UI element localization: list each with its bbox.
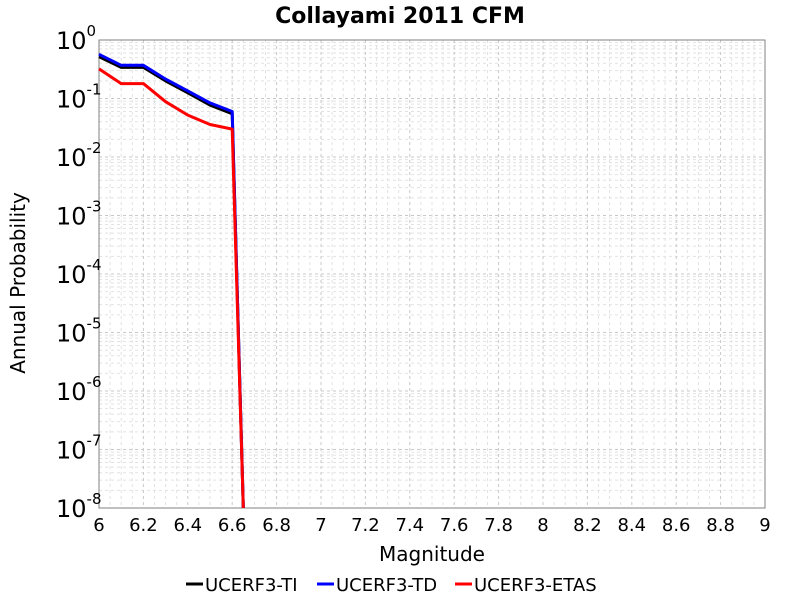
y-tick-label: 10-7 (56, 432, 102, 465)
x-tick-labels: 6 6.2 6.4 6.6 6.8 7 7.2 7.4 7.6 7.8 8 8.2 8.4 8.6 8.8 9 (93, 515, 770, 536)
x-tick-label: 8 (537, 515, 548, 536)
x-tick-label: 6.8 (262, 515, 291, 536)
x-tick-label: 8.6 (662, 515, 691, 536)
x-tick-label: 9 (759, 515, 770, 536)
chart-title: Collayami 2011 CFM (275, 4, 525, 29)
x-tick-label: 7.6 (440, 515, 469, 536)
x-axis-label: Magnitude (379, 542, 485, 566)
legend-entry: UCERF3-ETAS (474, 575, 597, 596)
y-tick-labels: 100 10-1 10-2 10-3 10-4 10-5 10-6 10-7 10-8 (56, 22, 102, 523)
legend-entry: UCERF3-TD (336, 575, 437, 596)
x-tick-label: 6.4 (173, 515, 202, 536)
x-tick-label: 7.8 (484, 515, 513, 536)
y-tick-label: 10-4 (56, 256, 102, 289)
y-tick-label: 100 (56, 22, 96, 55)
y-tick-label: 10-2 (56, 139, 102, 172)
x-tick-label: 7.4 (395, 515, 424, 536)
x-tick-label: 7.2 (351, 515, 380, 536)
y-axis-label: Annual Probability (6, 192, 30, 374)
grid (98, 40, 766, 509)
x-tick-label: 6 (93, 515, 104, 536)
series-line-ucerf3-ti (98, 55, 245, 509)
plot-frame (98, 39, 766, 509)
series-line-ucerf3-td (98, 52, 245, 509)
x-tick-label: 8.2 (573, 515, 602, 536)
y-tick-label: 10-5 (56, 315, 102, 348)
y-tick-label: 10-1 (56, 81, 102, 114)
x-tick-label: 8.4 (617, 515, 646, 536)
y-tick-label: 10-3 (56, 198, 102, 231)
x-tick-label: 6.6 (218, 515, 247, 536)
x-tick-label: 7 (315, 515, 326, 536)
legend: UCERF3-TI UCERF3-TD UCERF3-ETAS (186, 575, 597, 596)
series-layer (98, 52, 245, 509)
y-tick-label: 10-6 (56, 373, 102, 406)
x-tick-label: 6.2 (129, 515, 158, 536)
y-tick-label: 10-8 (56, 490, 102, 523)
x-tick-label: 8.8 (706, 515, 735, 536)
legend-entry: UCERF3-TI (205, 575, 298, 596)
series-line-ucerf3-etas (98, 67, 245, 509)
